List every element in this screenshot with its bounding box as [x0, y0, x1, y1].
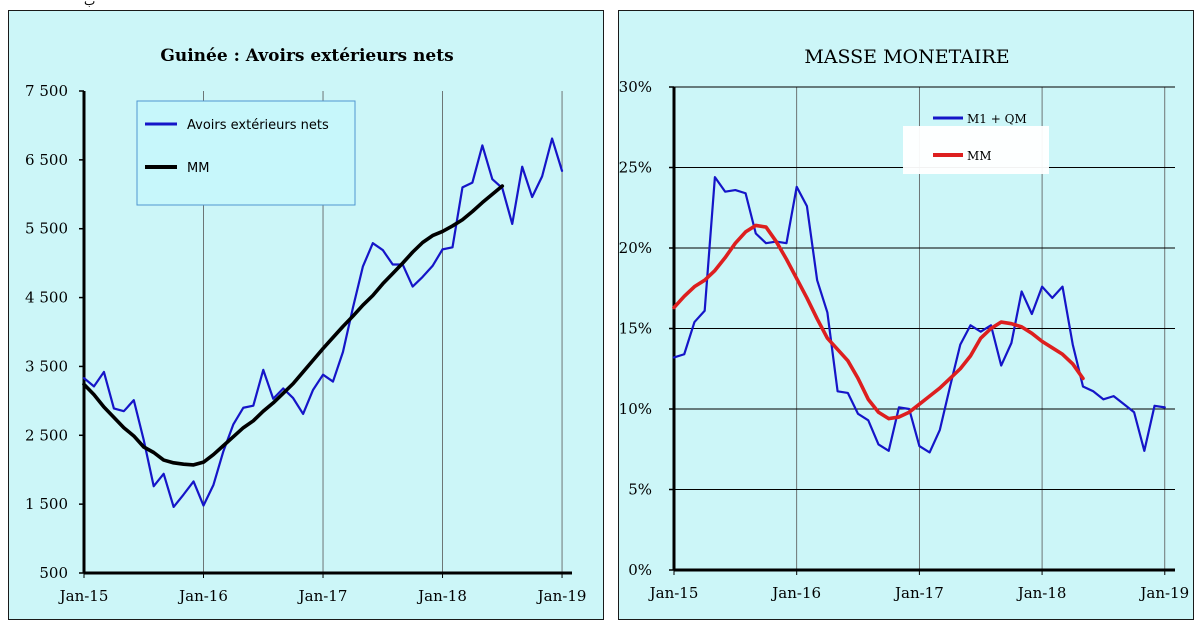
chart-left-svg: Avoirs extérieurs nets MM Guinée : Avoir… — [25, 46, 587, 605]
legend-label-m1qm: M1 + QM — [967, 112, 1027, 126]
y-tick-label: 20% — [619, 239, 652, 257]
y-tick-label: 4 500 — [25, 289, 68, 307]
legend-label-avoirs: Avoirs extérieurs nets — [187, 118, 329, 133]
y-tick-label: 30% — [619, 78, 652, 96]
legend-label-mm-left: MM — [187, 161, 209, 176]
x-tick-label: Jan-18 — [416, 587, 467, 605]
legend-box-right — [903, 126, 1049, 174]
series-line-0 — [672, 176, 1166, 454]
chart-title-left: Guinée : Avoirs extérieurs nets — [160, 46, 453, 66]
x-tick-label: Jan-15 — [648, 584, 699, 602]
legend-label-mm-right: MM — [967, 149, 992, 163]
chart-right-svg: M1 + QM MM MASSE MONETAIRE Jan-15 Jan-16 J… — [619, 46, 1190, 602]
series-line-0 — [82, 137, 564, 508]
chart-panel-left: Avoirs extérieurs nets MM Guinée : Avoir… — [8, 10, 604, 620]
chart-panel-right: M1 + QM MM MASSE MONETAIRE Jan-15 Jan-16 J… — [618, 10, 1194, 620]
y-tick-label: 2 500 — [25, 426, 68, 444]
series-line-1 — [82, 184, 505, 467]
x-tick-label: Jan-15 — [58, 587, 109, 605]
y-tick-label: 6 500 — [25, 151, 68, 169]
y-tick-label: 0% — [628, 561, 652, 579]
top-mark: ب — [84, 0, 96, 8]
legend-box-left — [136, 100, 356, 206]
chart-title-right: MASSE MONETAIRE — [804, 46, 1009, 68]
y-tick-label: 5% — [628, 481, 652, 499]
x-tick-label: Jan-17 — [893, 584, 944, 602]
x-tick-label: Jan-16 — [177, 587, 228, 605]
x-tick-label: Jan-16 — [770, 584, 821, 602]
y-tick-label: 500 — [39, 564, 68, 582]
y-tick-label: 15% — [619, 320, 652, 338]
y-tick-label: 7 500 — [25, 82, 68, 100]
y-tick-label: 3 500 — [25, 357, 68, 375]
y-tick-label: 1 500 — [25, 495, 68, 513]
x-tick-label: Jan-19 — [1138, 584, 1189, 602]
y-tick-label: 10% — [619, 400, 652, 418]
x-tick-label: Jan-17 — [297, 587, 348, 605]
y-tick-label: 5 500 — [25, 220, 68, 238]
x-tick-label: Jan-18 — [1016, 584, 1067, 602]
x-tick-label: Jan-19 — [536, 587, 587, 605]
series-line-1 — [672, 223, 1085, 421]
y-tick-label: 25% — [619, 159, 652, 177]
